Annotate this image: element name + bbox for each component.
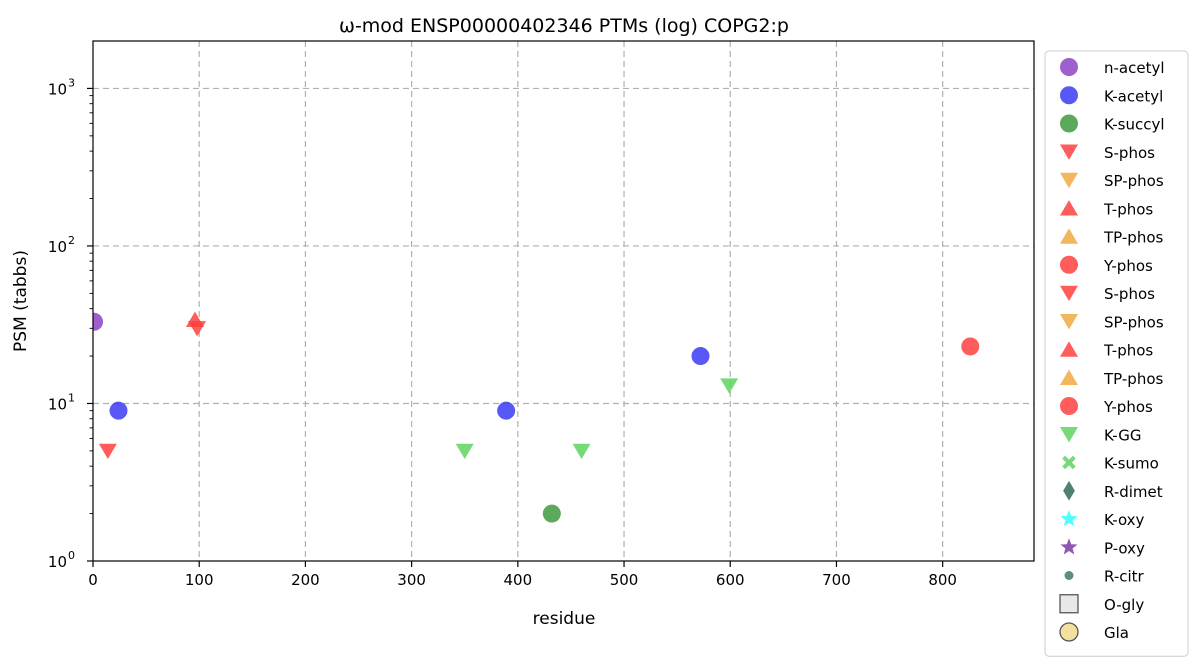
data-point — [961, 337, 980, 356]
x-tick-label: 800 — [928, 571, 957, 589]
legend-marker — [1060, 114, 1078, 133]
y-tick-label: 10 — [48, 553, 67, 571]
x-tick-label: 500 — [610, 571, 639, 589]
data-point — [93, 312, 104, 331]
legend-marker — [1060, 144, 1078, 160]
data-point — [542, 504, 561, 523]
x-tick-label: 100 — [185, 571, 214, 589]
legend-label: S-phos — [1104, 144, 1155, 162]
legend-label: SP-phos — [1104, 172, 1164, 190]
data-point — [572, 443, 591, 459]
y-tick-label: 10 — [48, 238, 67, 256]
legend-marker — [1060, 58, 1078, 76]
data-point — [455, 443, 474, 459]
data-point — [185, 311, 204, 327]
legend-marker — [1062, 455, 1076, 470]
legend-marker — [1059, 622, 1079, 642]
data-point — [691, 347, 710, 366]
data-point — [98, 443, 117, 459]
legend-label: K-oxy — [1104, 511, 1145, 529]
x-tick-label: 200 — [291, 571, 320, 589]
y-tick-label: 10 — [48, 80, 67, 98]
legend-box — [1044, 50, 1189, 657]
legend-label: Y-phos — [1103, 398, 1153, 416]
legend-label: R-citr — [1104, 568, 1145, 586]
grid-lines — [93, 41, 1034, 561]
legend-label: T-phos — [1103, 200, 1153, 218]
chart-title: ω-mod ENSP00000402346 PTMs (log) COPG2:p — [339, 15, 789, 37]
legend-marker — [1060, 228, 1078, 244]
y-tick-exponent: 0 — [68, 549, 75, 562]
x-tick-label: 300 — [397, 571, 426, 589]
legend-marker — [1060, 510, 1078, 527]
x-tick-label: 700 — [822, 571, 851, 589]
legend-label: K-GG — [1104, 426, 1141, 444]
y-tick-label: 10 — [48, 395, 67, 413]
legend-label: SP-phos — [1104, 313, 1164, 331]
data-point — [109, 401, 128, 420]
legend-label: O-gly — [1104, 596, 1144, 614]
x-tick-label: 0 — [88, 571, 98, 589]
legend-label: TP-phos — [1103, 370, 1163, 388]
x-tick-label: 400 — [504, 571, 533, 589]
legend-marker — [1060, 86, 1078, 105]
legend-label: S-phos — [1104, 285, 1155, 303]
x-axis-label: residue — [533, 609, 596, 629]
legend-marker — [1060, 538, 1078, 555]
legend-marker — [1059, 594, 1079, 614]
legend-label: K-succyl — [1104, 116, 1165, 134]
legend-marker — [1063, 480, 1075, 501]
data-points — [93, 311, 980, 523]
y-tick-exponent: 3 — [68, 76, 75, 89]
legend-label: Gla — [1104, 624, 1129, 642]
y-tick-exponent: 2 — [68, 234, 75, 247]
data-point — [720, 378, 739, 394]
legend-label: T-phos — [1103, 342, 1153, 360]
plot-frame — [92, 40, 1035, 562]
legend-marker — [1060, 397, 1078, 415]
legend-label: K-sumo — [1104, 455, 1159, 473]
legend-marker — [1060, 285, 1078, 302]
legend-label: P-oxy — [1104, 539, 1145, 557]
legend-marker — [1064, 571, 1074, 580]
y-axis-label: PSM (tabbs) — [11, 250, 31, 352]
legend-label: Y-phos — [1103, 257, 1153, 275]
legend-marker — [1060, 255, 1078, 274]
legend-marker — [1060, 314, 1078, 330]
y-tick-exponent: 1 — [68, 391, 75, 404]
data-point — [497, 401, 516, 420]
legend-label: K-acetyl — [1104, 87, 1163, 105]
legend-label: n-acetyl — [1104, 59, 1165, 77]
legend: n-acetyl K-acetyl K-succyl S-phos SP-phos T-p… — [1044, 50, 1189, 657]
legend-label: TP-phos — [1103, 229, 1163, 247]
legend-marker — [1060, 369, 1078, 385]
legend-marker — [1060, 427, 1078, 443]
x-tick-label: 600 — [716, 571, 745, 589]
legend-marker — [1060, 172, 1078, 189]
legend-marker — [1060, 341, 1078, 357]
legend-marker — [1060, 200, 1078, 216]
legend-label: R-dimet — [1104, 483, 1163, 501]
